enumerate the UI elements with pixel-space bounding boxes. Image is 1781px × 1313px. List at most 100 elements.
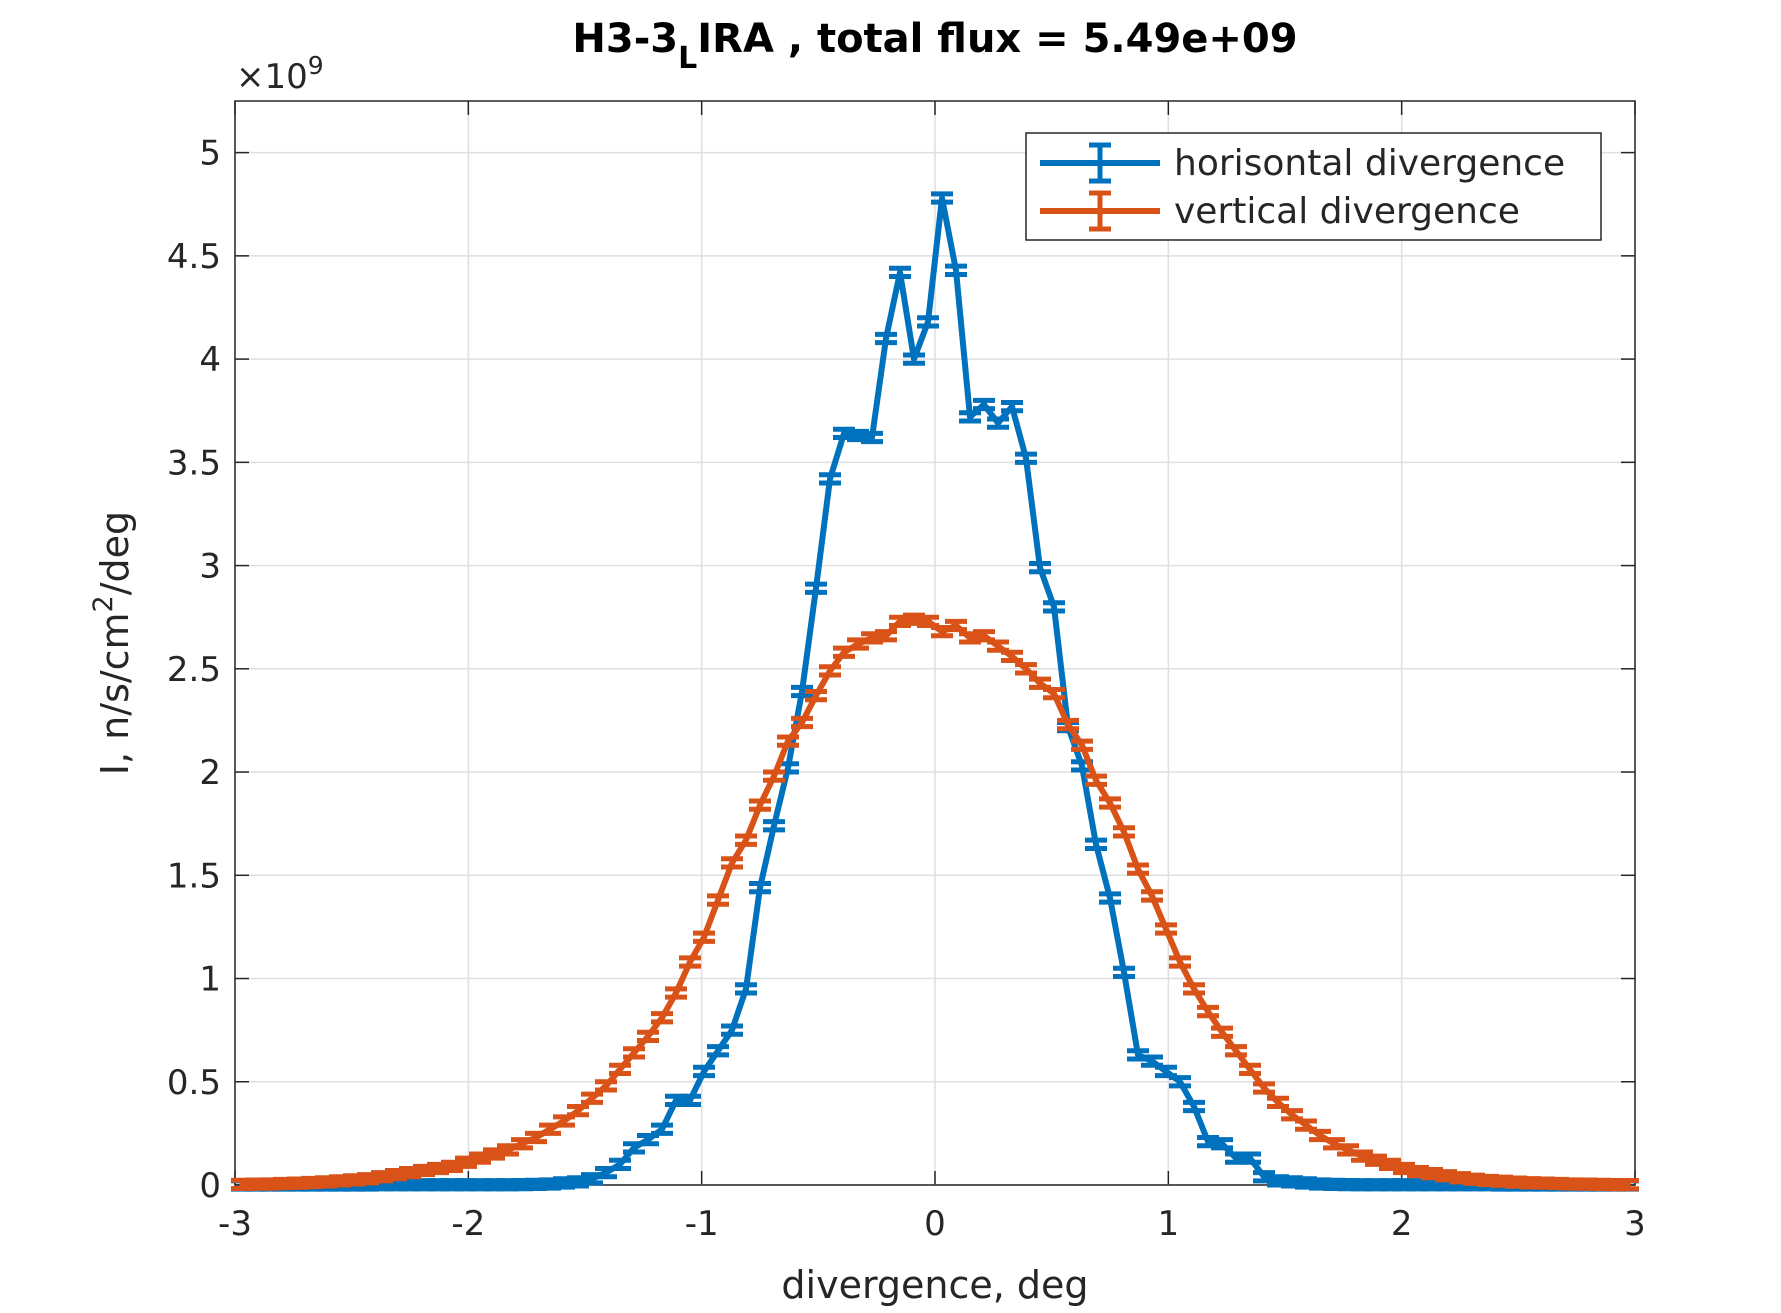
- legend-errorbar: [1089, 142, 1111, 184]
- error-bar: [1029, 561, 1051, 575]
- title-subscript: L: [678, 41, 697, 76]
- error-bar: [1015, 451, 1037, 465]
- y-exponent: ×109: [236, 51, 324, 97]
- error-bar: [1379, 1157, 1401, 1171]
- legend-label: horisontal divergence: [1174, 143, 1565, 184]
- error-bar: [749, 798, 771, 812]
- y-exponent-base: ×10: [236, 57, 308, 97]
- error-bar: [875, 331, 897, 346]
- y-axis-label: I, n/s/cm2/deg: [88, 511, 137, 775]
- error-bar: [791, 715, 813, 730]
- error-bar: [1099, 891, 1121, 905]
- error-bar: [1043, 686, 1065, 701]
- error-bar: [1015, 662, 1037, 676]
- error-bar: [693, 930, 715, 944]
- error-bar: [959, 410, 981, 424]
- error-bar: [707, 893, 729, 907]
- error-bar: [1267, 1095, 1289, 1110]
- legend-label: vertical divergence: [1174, 191, 1520, 232]
- error-bar: [805, 581, 827, 595]
- y-label-text: I, n/s/cm: [93, 612, 137, 775]
- error-bar: [1183, 1099, 1205, 1114]
- error-bar: [1239, 1151, 1261, 1165]
- error-bar: [875, 629, 897, 643]
- x-tick-label: -3: [218, 1204, 252, 1244]
- error-bar: [819, 472, 841, 486]
- error-bar: [469, 1151, 491, 1165]
- title-text: IRA , total flux = 5.49e+09: [697, 16, 1297, 62]
- error-bar: [679, 1093, 701, 1107]
- error-bar: [903, 352, 925, 366]
- error-bar: [945, 263, 967, 277]
- error-bar: [763, 819, 785, 833]
- x-tick-label: -1: [685, 1204, 719, 1244]
- y-tick-label: 4.5: [167, 237, 221, 277]
- error-bar: [1183, 982, 1205, 996]
- error-bar: [1085, 837, 1107, 851]
- error-bar: [1057, 717, 1079, 732]
- error-bar: [1253, 1081, 1275, 1095]
- y-label-superscript: 2: [88, 595, 119, 612]
- error-bar: [987, 416, 1009, 430]
- error-bar: [945, 618, 967, 633]
- y-label-text: /deg: [93, 511, 137, 595]
- error-bar: [1393, 1161, 1415, 1176]
- error-bar: [553, 1114, 575, 1128]
- error-bar: [1141, 889, 1163, 903]
- data-line: [242, 195, 1628, 1188]
- error-bar: [1029, 676, 1051, 690]
- error-bar: [1365, 1153, 1387, 1167]
- error-bar: [1085, 773, 1107, 787]
- error-bar: [735, 982, 757, 996]
- y-tick-label: 2: [199, 753, 221, 793]
- error-bar: [1001, 649, 1023, 664]
- error-bar: [931, 191, 953, 205]
- error-bar: [1239, 1062, 1261, 1076]
- x-tick-label: -2: [451, 1204, 485, 1244]
- error-bar: [1225, 1044, 1247, 1058]
- error-bar: [889, 265, 911, 280]
- error-bar: [735, 833, 757, 847]
- error-bar: [637, 1132, 659, 1147]
- error-bar: [1211, 1137, 1233, 1151]
- y-tick-label: 0.5: [167, 1063, 221, 1103]
- error-bar: [567, 1104, 589, 1118]
- y-exponent-power: 9: [308, 51, 324, 80]
- error-bar: [455, 1155, 477, 1169]
- x-tick-label: 1: [1158, 1204, 1180, 1244]
- y-tick-label: 2.5: [167, 650, 221, 690]
- error-bar: [1099, 796, 1121, 810]
- error-bar: [1043, 600, 1065, 614]
- x-tick-label: 2: [1391, 1204, 1413, 1244]
- y-tick-label: 1.5: [167, 856, 221, 896]
- error-bar: [441, 1159, 463, 1174]
- x-axis-label: divergence, deg: [781, 1263, 1088, 1307]
- y-tick-label: 5: [199, 134, 221, 174]
- error-bar: [819, 664, 841, 678]
- error-bar: [721, 1023, 743, 1037]
- error-bar: [777, 734, 799, 748]
- error-bar: [707, 1044, 729, 1058]
- error-bar: [805, 689, 827, 703]
- y-tick-label: 1: [199, 960, 221, 1000]
- y-tick-label: 3: [199, 547, 221, 587]
- error-bar: [609, 1062, 631, 1076]
- error-bar: [917, 315, 939, 329]
- error-bar: [1617, 1177, 1639, 1192]
- error-bar: [693, 1064, 715, 1079]
- title-text: H3-3: [572, 16, 678, 62]
- error-bar: [1281, 1108, 1303, 1122]
- error-bar: [1155, 922, 1177, 936]
- error-bar: [763, 769, 785, 783]
- error-bar: [1253, 1170, 1275, 1184]
- y-tick-label: 0: [199, 1166, 221, 1206]
- y-tick-label: 3.5: [167, 443, 221, 483]
- error-bar: [1155, 1064, 1177, 1079]
- error-bar: [637, 1029, 659, 1043]
- error-bar: [1001, 399, 1023, 414]
- error-bar: [483, 1147, 505, 1161]
- error-bar: [609, 1157, 631, 1171]
- x-tick-label: 3: [1624, 1204, 1646, 1244]
- error-bar: [1113, 825, 1135, 839]
